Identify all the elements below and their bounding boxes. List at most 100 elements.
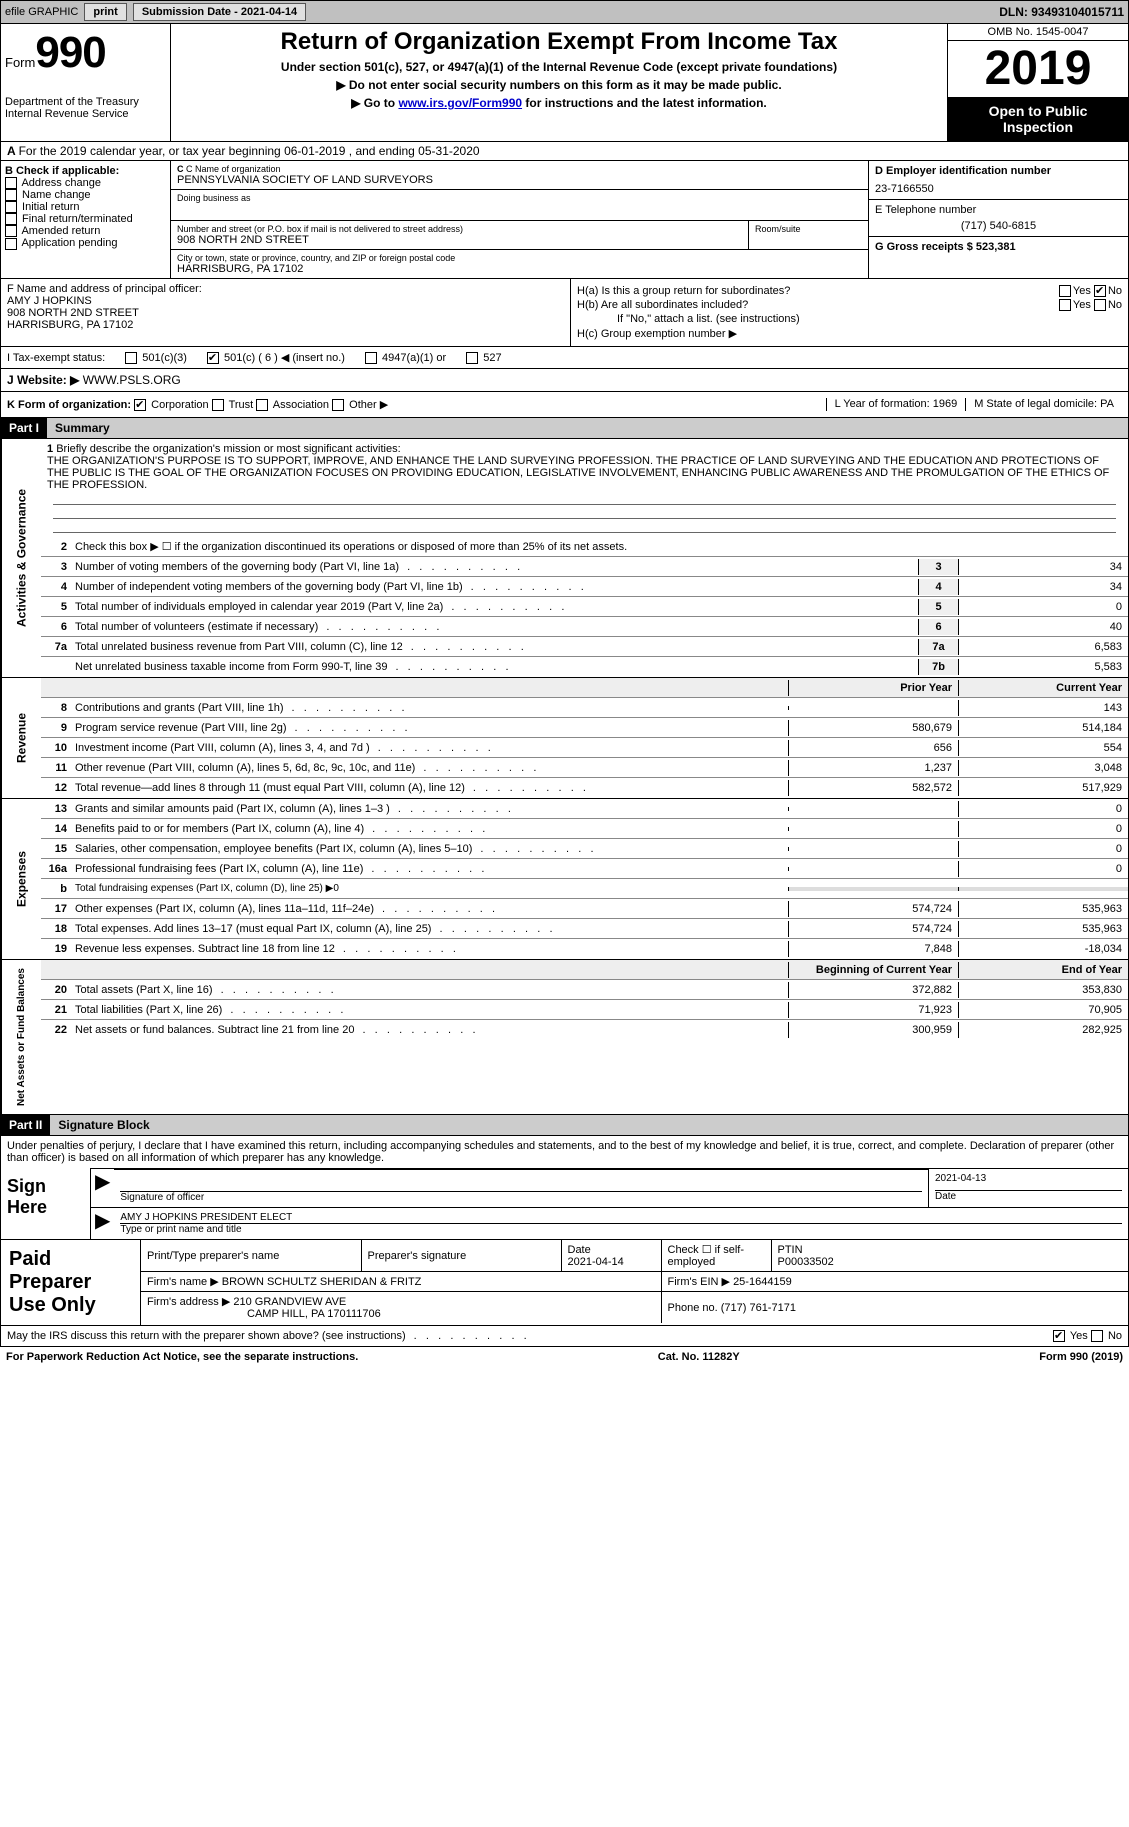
exp-line: 16aProfessional fundraising fees (Part I… (41, 859, 1128, 879)
section-governance: Activities & Governance 1 Briefly descri… (0, 439, 1129, 678)
firm-ein: 25-1644159 (733, 1276, 792, 1288)
col-f: F Name and address of principal officer:… (1, 279, 571, 346)
firm-name: BROWN SCHULTZ SHERIDAN & FRITZ (222, 1276, 422, 1288)
preparer-name-hdr: Print/Type preparer's name (141, 1240, 361, 1272)
corp-checkbox[interactable] (134, 399, 146, 411)
street-address: 908 NORTH 2ND STREET (177, 234, 742, 246)
4947-checkbox[interactable] (365, 352, 377, 364)
col-b: B Check if applicable: Address change Na… (1, 161, 171, 278)
h-a-label: H(a) Is this a group return for subordin… (577, 285, 790, 297)
col-c: C C Name of organization PENNSYLVANIA SO… (171, 161, 868, 278)
section-expenses: Expenses 13Grants and similar amounts pa… (0, 799, 1129, 960)
checkbox[interactable] (5, 177, 17, 189)
part-2-header: Part II Signature Block (0, 1115, 1129, 1136)
sig-date-label: Date (935, 1191, 956, 1202)
form-title: Return of Organization Exempt From Incom… (179, 28, 939, 56)
col-d-e-g: D Employer identification number 23-7166… (868, 161, 1128, 278)
dept-treasury: Department of the Treasury (5, 96, 166, 108)
gross-receipts: G Gross receipts $ 523,381 (875, 241, 1122, 253)
rev-line: 9Program service revenue (Part VIII, lin… (41, 718, 1128, 738)
print-button[interactable]: print (84, 3, 126, 21)
na-line: 21Total liabilities (Part X, line 26)71,… (41, 1000, 1128, 1020)
header-right: OMB No. 1545-0047 2019 Open to Public In… (948, 24, 1128, 141)
vlabel-net-assets: Net Assets or Fund Balances (1, 960, 41, 1114)
firm-addr2: CAMP HILL, PA 170111706 (247, 1308, 381, 1320)
row-k: K Form of organization: Corporation Trus… (0, 392, 1129, 418)
na-line: 22Net assets or fund balances. Subtract … (41, 1020, 1128, 1040)
officer-name: AMY J HOPKINS (7, 295, 564, 307)
discuss-no-checkbox[interactable] (1091, 1330, 1103, 1342)
efile-label: efile GRAPHIC (5, 6, 78, 18)
ptin: P00033502 (778, 1256, 834, 1268)
firm-addr1: 210 GRANDVIEW AVE (233, 1296, 346, 1308)
form-footer: Form 990 (2019) (1039, 1351, 1123, 1363)
checkbox[interactable] (5, 201, 17, 213)
h-b-label: H(b) Are all subordinates included? (577, 299, 748, 311)
exp-line: 18Total expenses. Add lines 13–17 (must … (41, 919, 1128, 939)
signature-block: Under penalties of perjury, I declare th… (0, 1136, 1129, 1240)
sig-date: 2021-04-13 (935, 1173, 1122, 1191)
firm-phone: (717) 761-7171 (721, 1302, 796, 1314)
501c3-checkbox[interactable] (125, 352, 137, 364)
irs-link[interactable]: www.irs.gov/Form990 (398, 96, 522, 110)
cat-no: Cat. No. 11282Y (658, 1351, 740, 1363)
paid-preparer-label: Paid Preparer Use Only (1, 1240, 141, 1325)
col-b-header: B Check if applicable: (5, 165, 166, 177)
col-b-item: Application pending (5, 237, 166, 249)
gov-line: 3Number of voting members of the governi… (41, 557, 1128, 577)
exp-line: 14Benefits paid to or for members (Part … (41, 819, 1128, 839)
sign-here-label: Sign Here (1, 1168, 91, 1239)
checkbox[interactable] (5, 225, 17, 237)
paperwork-notice: For Paperwork Reduction Act Notice, see … (6, 1351, 358, 1363)
header-left: Form990 Department of the Treasury Inter… (1, 24, 171, 141)
footer: For Paperwork Reduction Act Notice, see … (0, 1347, 1129, 1367)
checkbox[interactable] (5, 189, 17, 201)
na-line: 20Total assets (Part X, line 16)372,8823… (41, 980, 1128, 1000)
officer-label: F Name and address of principal officer: (7, 283, 564, 295)
vlabel-governance: Activities & Governance (1, 439, 41, 677)
tax-year: 2019 (948, 41, 1128, 97)
omb-number: OMB No. 1545-0047 (948, 24, 1128, 41)
hb-no-checkbox[interactable] (1094, 299, 1106, 311)
officer-addr1: 908 NORTH 2ND STREET (7, 307, 564, 319)
col-b-item: Final return/terminated (5, 213, 166, 225)
hb-yes-checkbox[interactable] (1059, 299, 1071, 311)
col-b-item: Amended return (5, 225, 166, 237)
ha-no-checkbox[interactable] (1094, 285, 1106, 297)
discuss-yes-checkbox[interactable] (1053, 1330, 1065, 1342)
other-checkbox[interactable] (332, 399, 344, 411)
paid-preparer-table: Print/Type preparer's name Preparer's si… (141, 1240, 1128, 1323)
row-j: J Website: ▶ WWW.PSLS.ORG (0, 369, 1129, 392)
submission-date: Submission Date - 2021-04-14 (133, 3, 306, 21)
col-b-item: Name change (5, 189, 166, 201)
preparer-sig-hdr: Preparer's signature (361, 1240, 561, 1272)
checkbox[interactable] (5, 238, 17, 250)
org-name: PENNSYLVANIA SOCIETY OF LAND SURVEYORS (177, 174, 862, 186)
line-2-checkbox-text: Check this box ▶ ☐ if the organization d… (71, 538, 1128, 555)
arrow-icon: ▶ (91, 1169, 114, 1207)
exp-line: 15Salaries, other compensation, employee… (41, 839, 1128, 859)
paid-preparer-block: Paid Preparer Use Only Print/Type prepar… (0, 1240, 1129, 1326)
exp-line: 13Grants and similar amounts paid (Part … (41, 799, 1128, 819)
row-f-h: F Name and address of principal officer:… (0, 279, 1129, 347)
city-label: City or town, state or province, country… (177, 253, 862, 263)
typed-name: AMY J HOPKINS PRESIDENT ELECT (120, 1212, 1122, 1224)
state-domicile: M State of legal domicile: PA (965, 398, 1122, 411)
ha-yes-checkbox[interactable] (1059, 285, 1071, 297)
gov-line: Net unrelated business taxable income fr… (41, 657, 1128, 677)
tax-exempt-label: I Tax-exempt status: (7, 352, 105, 364)
perjury-declaration: Under penalties of perjury, I declare th… (1, 1136, 1128, 1168)
arrow-icon: ▶ (91, 1208, 114, 1239)
addr-label: Number and street (or P.O. box if mail i… (177, 224, 742, 234)
exp-line: bTotal fundraising expenses (Part IX, co… (41, 879, 1128, 899)
assoc-checkbox[interactable] (256, 399, 268, 411)
phone-value: (717) 540-6815 (875, 220, 1122, 232)
irs-label: Internal Revenue Service (5, 108, 166, 120)
527-checkbox[interactable] (466, 352, 478, 364)
checkbox[interactable] (5, 213, 17, 225)
trust-checkbox[interactable] (212, 399, 224, 411)
gov-line: 7aTotal unrelated business revenue from … (41, 637, 1128, 657)
website-value: WWW.PSLS.ORG (83, 373, 181, 387)
501c-checkbox[interactable] (207, 352, 219, 364)
top-bar: efile GRAPHIC print Submission Date - 20… (0, 0, 1129, 24)
